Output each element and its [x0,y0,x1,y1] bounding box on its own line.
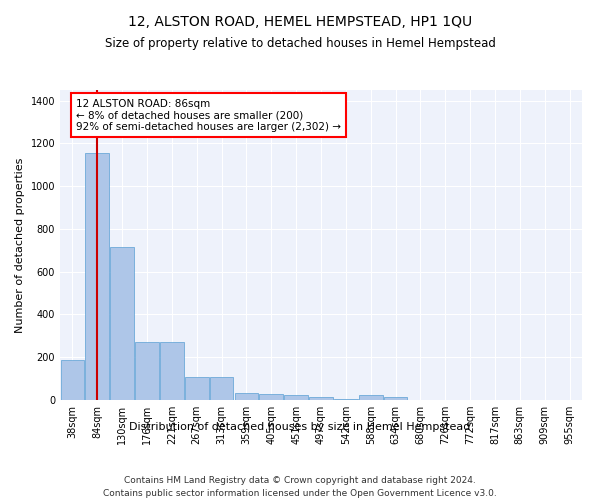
Bar [185,377,209,400]
Bar [384,397,407,400]
Bar [110,247,134,400]
Text: 12 ALSTON ROAD: 86sqm
← 8% of detached houses are smaller (200)
92% of semi-deta: 12 ALSTON ROAD: 86sqm ← 8% of detached h… [76,98,341,132]
Text: Contains public sector information licensed under the Open Government Licence v3: Contains public sector information licen… [103,489,497,498]
Text: Contains HM Land Registry data © Crown copyright and database right 2024.: Contains HM Land Registry data © Crown c… [124,476,476,485]
Text: Size of property relative to detached houses in Hemel Hempstead: Size of property relative to detached ho… [104,38,496,51]
Bar [210,377,233,400]
Bar [160,342,184,400]
Bar [61,360,84,400]
Y-axis label: Number of detached properties: Number of detached properties [15,158,25,332]
Bar [235,392,258,400]
Bar [359,396,383,400]
Bar [309,397,333,400]
Bar [135,342,159,400]
Text: Distribution of detached houses by size in Hemel Hempstead: Distribution of detached houses by size … [130,422,470,432]
Bar [334,398,358,400]
Bar [85,153,109,400]
Text: 12, ALSTON ROAD, HEMEL HEMPSTEAD, HP1 1QU: 12, ALSTON ROAD, HEMEL HEMPSTEAD, HP1 1Q… [128,15,472,29]
Bar [259,394,283,400]
Bar [284,394,308,400]
